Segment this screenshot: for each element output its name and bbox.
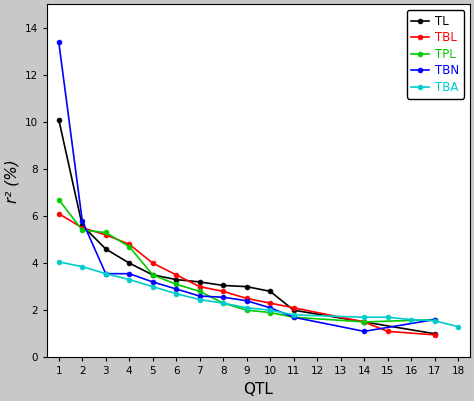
TL	[56, 117, 62, 122]
TBL	[385, 329, 391, 334]
TPL	[56, 197, 62, 202]
TBA	[103, 271, 109, 276]
TBA	[150, 284, 155, 289]
TBA	[291, 312, 297, 317]
TPL	[291, 315, 297, 320]
TBL	[150, 261, 155, 265]
TL	[103, 247, 109, 251]
TBA	[408, 317, 414, 322]
TBN	[244, 298, 249, 303]
TBL	[56, 211, 62, 216]
Legend: TL, TBL, TPL, TBN, TBA: TL, TBL, TPL, TBN, TBA	[407, 10, 464, 99]
TBL	[244, 296, 249, 301]
TPL	[432, 317, 438, 322]
TBN	[79, 218, 85, 223]
X-axis label: QTL: QTL	[244, 382, 273, 397]
TBA	[361, 315, 367, 320]
TBL	[291, 306, 297, 310]
TBN	[150, 279, 155, 284]
TL	[244, 284, 249, 289]
TPL	[244, 308, 249, 312]
TPL	[127, 244, 132, 249]
TBN	[432, 317, 438, 322]
Line: TBA: TBA	[56, 259, 461, 329]
TL	[173, 277, 179, 282]
TPL	[79, 228, 85, 233]
TPL	[361, 320, 367, 324]
Line: TBL: TBL	[56, 211, 437, 337]
TBN	[361, 329, 367, 334]
TL	[197, 279, 202, 284]
TPL	[150, 272, 155, 277]
TPL	[103, 230, 109, 235]
TBL	[173, 272, 179, 277]
TBN	[103, 271, 109, 276]
TBA	[127, 277, 132, 282]
TL	[79, 223, 85, 228]
TBL	[361, 320, 367, 324]
TL	[361, 320, 367, 324]
TBN	[173, 287, 179, 292]
TBA	[385, 315, 391, 320]
TPL	[197, 289, 202, 294]
TPL	[267, 310, 273, 315]
TBL	[127, 242, 132, 247]
TBN	[197, 294, 202, 298]
TL	[127, 261, 132, 265]
Line: TL: TL	[56, 117, 437, 336]
TBN	[267, 306, 273, 310]
TBL	[220, 289, 226, 294]
TBA	[56, 259, 62, 264]
TL	[150, 272, 155, 277]
TBL	[267, 301, 273, 306]
Line: TBN: TBN	[56, 39, 437, 334]
TL	[432, 331, 438, 336]
TBN	[127, 271, 132, 276]
TBA	[244, 306, 249, 310]
TBA	[432, 318, 438, 323]
TBL	[197, 284, 202, 289]
TBN	[56, 39, 62, 44]
TBN	[291, 315, 297, 320]
TL	[267, 289, 273, 294]
TBA	[220, 301, 226, 306]
TPL	[173, 282, 179, 287]
TBA	[455, 324, 461, 329]
Line: TPL: TPL	[56, 197, 437, 324]
TBA	[173, 291, 179, 296]
TPL	[220, 301, 226, 306]
TBA	[267, 308, 273, 312]
Y-axis label: r² (%): r² (%)	[4, 159, 19, 203]
TL	[291, 308, 297, 312]
TBA	[197, 297, 202, 302]
TBL	[79, 225, 85, 230]
TBN	[220, 295, 226, 300]
TBA	[79, 264, 85, 269]
TBL	[432, 332, 438, 337]
TBL	[103, 233, 109, 237]
TL	[220, 283, 226, 288]
